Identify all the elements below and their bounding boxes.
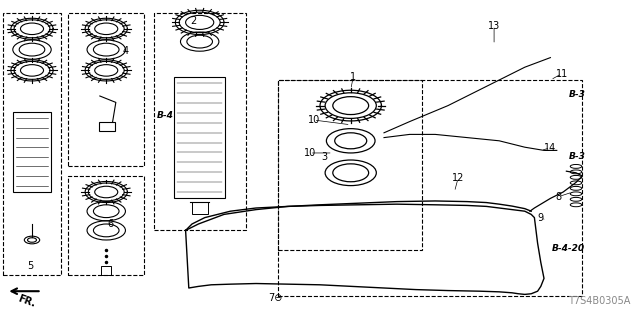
Text: B-3: B-3 [569, 90, 586, 99]
Text: 2: 2 [190, 16, 196, 26]
Bar [3, 13, 61, 275]
Text: T7S4B0305A: T7S4B0305A [568, 296, 630, 306]
Text: 1: 1 [350, 72, 356, 82]
Bar [154, 13, 246, 230]
Bar [192, 202, 208, 214]
Text: 4: 4 [122, 46, 129, 56]
Bar [68, 13, 144, 166]
Text: 10: 10 [303, 148, 316, 158]
Bar [101, 266, 111, 275]
Bar [174, 77, 225, 198]
Text: 9: 9 [538, 212, 544, 223]
Text: 8: 8 [555, 192, 561, 202]
Text: 12: 12 [452, 172, 465, 183]
Text: B-3: B-3 [569, 152, 586, 161]
Text: 6: 6 [107, 219, 113, 229]
Text: 14: 14 [544, 143, 557, 153]
Text: 7⊖: 7⊖ [268, 293, 282, 303]
Text: B-4: B-4 [157, 111, 173, 120]
Text: 3: 3 [321, 152, 328, 162]
Text: 10: 10 [307, 115, 320, 125]
Bar [68, 176, 144, 275]
Bar [13, 112, 51, 192]
Text: 13: 13 [488, 20, 500, 31]
Text: 11: 11 [556, 68, 568, 79]
Text: 5: 5 [28, 260, 34, 271]
Text: B-4-20: B-4-20 [552, 244, 585, 253]
Bar [278, 80, 422, 250]
Bar [278, 80, 582, 296]
Text: FR.: FR. [17, 293, 37, 309]
Bar [99, 122, 115, 131]
